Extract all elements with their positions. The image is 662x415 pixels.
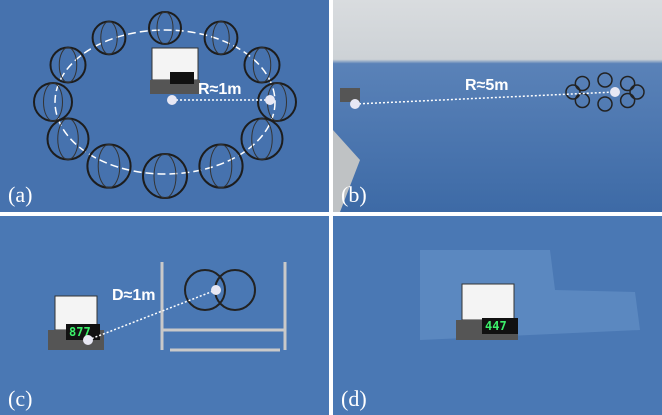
display-text: 447 xyxy=(485,319,507,333)
marker xyxy=(350,99,360,109)
panel-label: (a) xyxy=(8,182,32,207)
marker xyxy=(83,335,93,345)
marker xyxy=(167,95,177,105)
annotation: R≈5m xyxy=(465,77,508,94)
marker xyxy=(610,87,620,97)
annotation: D≈1m xyxy=(112,287,155,304)
marker xyxy=(265,95,275,105)
panel-a: R≈1m (a) xyxy=(0,0,329,212)
photo-background xyxy=(333,0,662,212)
display xyxy=(170,72,194,84)
laptop-screen xyxy=(462,284,514,320)
panel-c: 877 D≈1m (c) xyxy=(0,216,329,415)
panel-d: 447 (d) xyxy=(333,216,662,415)
photo-background xyxy=(0,216,329,415)
panel-label: (d) xyxy=(341,386,367,411)
panel-label: (c) xyxy=(8,386,32,411)
annotation: R≈1m xyxy=(198,81,241,98)
panel-label: (b) xyxy=(341,182,367,207)
marker xyxy=(211,285,221,295)
figure: R≈1m (a) R≈5m (b) 877 D≈1m (c) 447 xyxy=(0,0,662,415)
panel-b: R≈5m (b) xyxy=(333,0,662,212)
photo-background xyxy=(0,0,329,212)
